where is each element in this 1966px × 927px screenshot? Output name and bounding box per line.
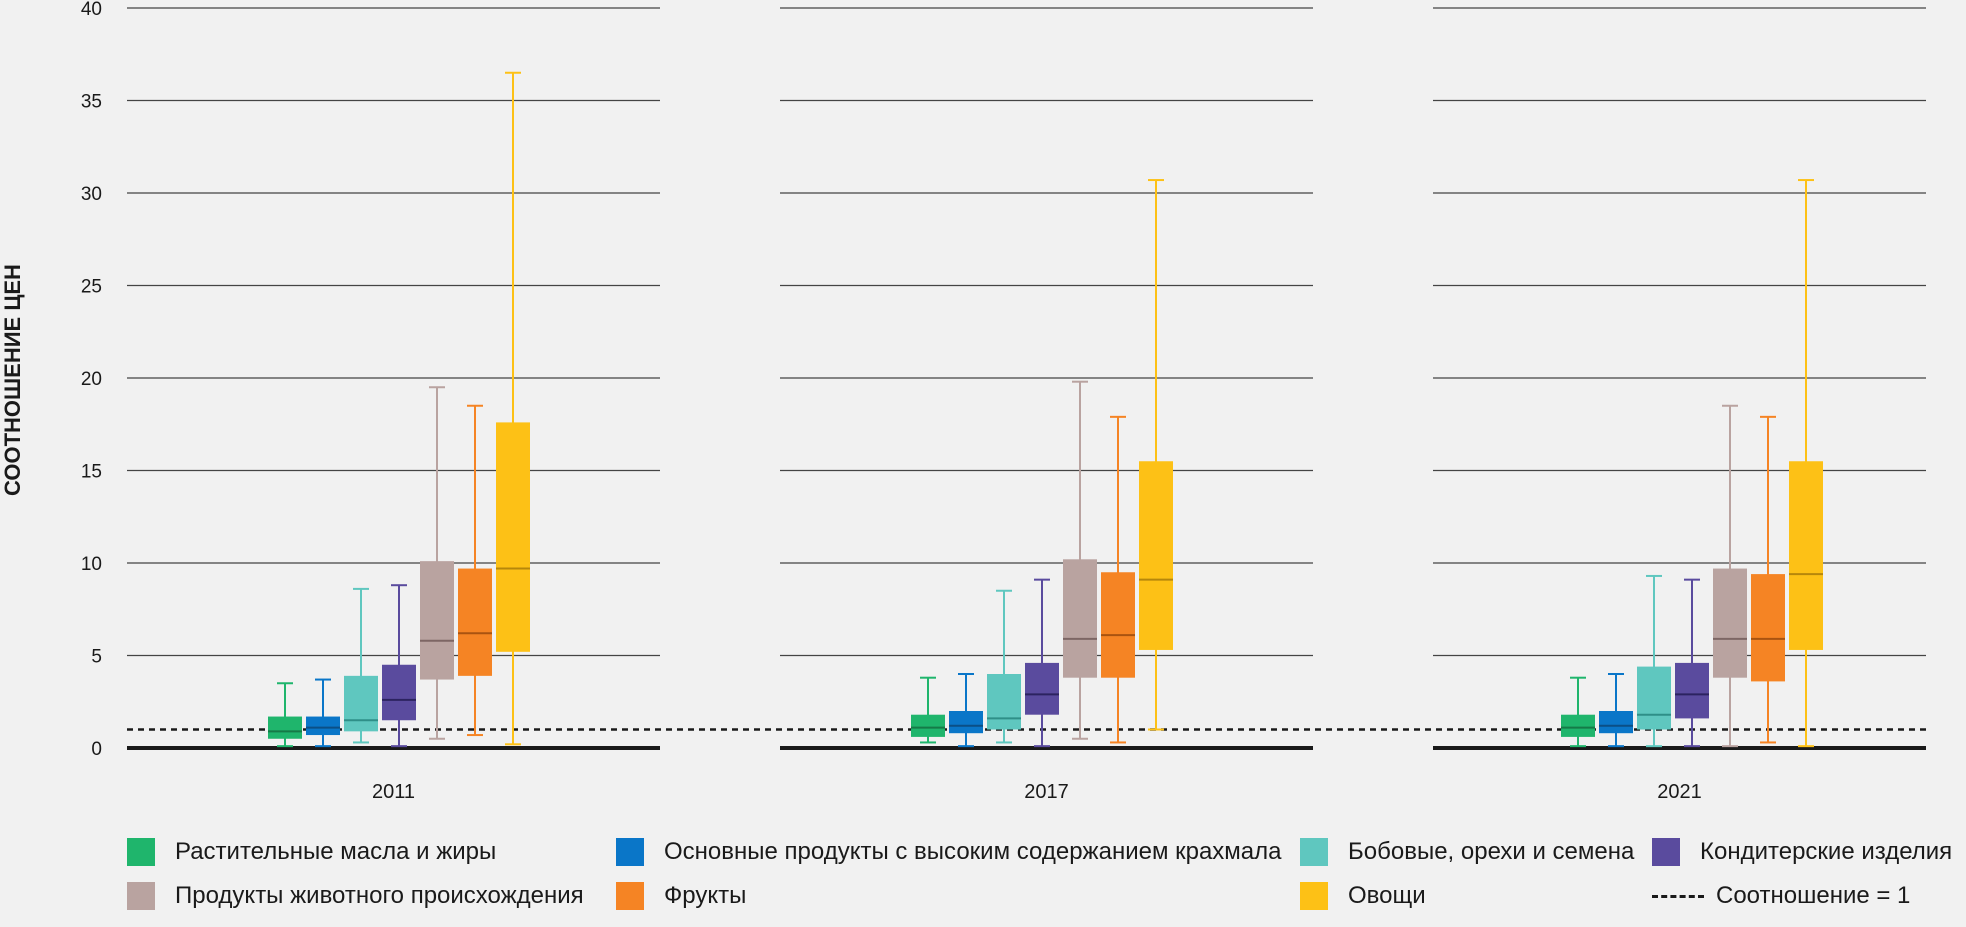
boxes-layer (268, 71, 1823, 748)
legend-item-ratio-line: Соотношение = 1 (1652, 882, 1910, 910)
y-tick-label: 40 (81, 0, 102, 20)
box-2011-2 (344, 587, 378, 744)
price-ratio-boxplot-chart: 0 5 10 15 20 25 30 35 40 2011 2017 2021 СООТНОШЕНИ… (0, 0, 1926, 803)
box-2021-1 (1599, 673, 1633, 748)
y-tick-label: 25 (81, 277, 102, 298)
box-2021-5 (1751, 415, 1785, 744)
box-2021-6 (1789, 179, 1823, 748)
group-label-2011: 2011 (372, 781, 415, 803)
box-iqr (1025, 662, 1059, 715)
box-2021-4 (1713, 404, 1747, 748)
box-iqr (306, 716, 340, 736)
legend-swatch (127, 882, 155, 910)
legend-item-confectionery: Кондитерские изделия (1652, 838, 1952, 866)
box-iqr (1561, 714, 1595, 737)
box-iqr (1139, 461, 1173, 650)
box-2011-1 (306, 678, 340, 748)
legend-swatch (1652, 838, 1680, 866)
legend-dash-swatch (1652, 894, 1704, 898)
legend-swatch (616, 882, 644, 910)
y-tick-label: 20 (81, 369, 102, 390)
legend-label: Бобовые, орехи и семена (1348, 838, 1635, 865)
legend-item-vegetable-oils: Растительные масла и жиры (127, 838, 496, 866)
box-iqr (1751, 574, 1785, 682)
legend-item-animal-products: Продукты животного происхождения (127, 882, 584, 910)
box-2011-5 (458, 404, 492, 737)
y-tick-label: 5 (91, 647, 102, 668)
box-iqr (1675, 662, 1709, 719)
y-tick-label: 15 (81, 462, 102, 483)
legend-label: Овощи (1348, 882, 1426, 909)
box-2017-0 (911, 676, 945, 744)
box-iqr (949, 711, 983, 734)
legend-label: Соотношение = 1 (1716, 882, 1911, 909)
y-axis-label: СООТНОШЕНИЕ ЦЕН (0, 264, 25, 496)
box-2017-1 (949, 673, 983, 748)
legend-item-vegetables: Овощи (1300, 882, 1426, 910)
box-iqr (1637, 666, 1671, 730)
legend-label: Растительные масла и жиры (175, 838, 497, 865)
box-2017-2 (987, 589, 1021, 744)
y-tick-label: 10 (81, 554, 102, 575)
legend-swatch (1300, 882, 1328, 910)
box-iqr (1713, 568, 1747, 678)
legend-item-legumes-nuts-seeds: Бобовые, орехи и семена (1300, 838, 1634, 866)
group-labels-layer: 2011 2017 2021 (372, 781, 1702, 803)
y-tick-label: 35 (81, 92, 102, 113)
legend: Растительные масла и жиры Основные проду… (0, 830, 1966, 927)
box-iqr (382, 664, 416, 721)
grid-lines (127, 7, 1926, 750)
box-2021-2 (1637, 574, 1671, 748)
box-2011-6 (496, 71, 530, 746)
box-iqr (1599, 711, 1633, 734)
box-2011-3 (382, 584, 416, 748)
box-iqr (1789, 461, 1823, 650)
y-tick-label: 30 (81, 184, 102, 205)
legend-item-fruits: Фрукты (616, 882, 746, 910)
box-iqr (911, 714, 945, 737)
box-iqr (1063, 559, 1097, 678)
box-iqr (987, 674, 1021, 730)
legend-label: Кондитерские изделия (1700, 838, 1953, 865)
y-axis: 0 5 10 15 20 25 30 35 40 (81, 0, 102, 760)
legend-label: Фрукты (664, 882, 747, 909)
box-iqr (1101, 572, 1135, 678)
y-tick-label: 0 (91, 739, 102, 760)
box-iqr (344, 675, 378, 732)
box-iqr (496, 422, 530, 652)
legend-swatch (127, 838, 155, 866)
legend-swatch (1300, 838, 1328, 866)
group-label-2021: 2021 (1657, 781, 1702, 803)
legend-label: Продукты животного происхождения (175, 882, 584, 909)
box-2011-4 (420, 386, 454, 740)
legend-swatch (616, 838, 644, 866)
box-2017-5 (1101, 415, 1135, 744)
box-2017-3 (1025, 578, 1059, 748)
legend-label: Основные продукты с высоким содержанием … (664, 838, 1282, 865)
group-label-2017: 2017 (1024, 781, 1069, 803)
box-2021-3 (1675, 578, 1709, 748)
legend-item-starchy-staples: Основные продукты с высоким содержанием … (616, 838, 1282, 866)
box-iqr (268, 716, 302, 739)
box-2011-0 (268, 682, 302, 748)
box-2017-4 (1063, 380, 1097, 740)
box-2021-0 (1561, 676, 1595, 748)
box-2017-6 (1139, 179, 1173, 731)
box-iqr (458, 568, 492, 676)
box-iqr (420, 561, 454, 680)
